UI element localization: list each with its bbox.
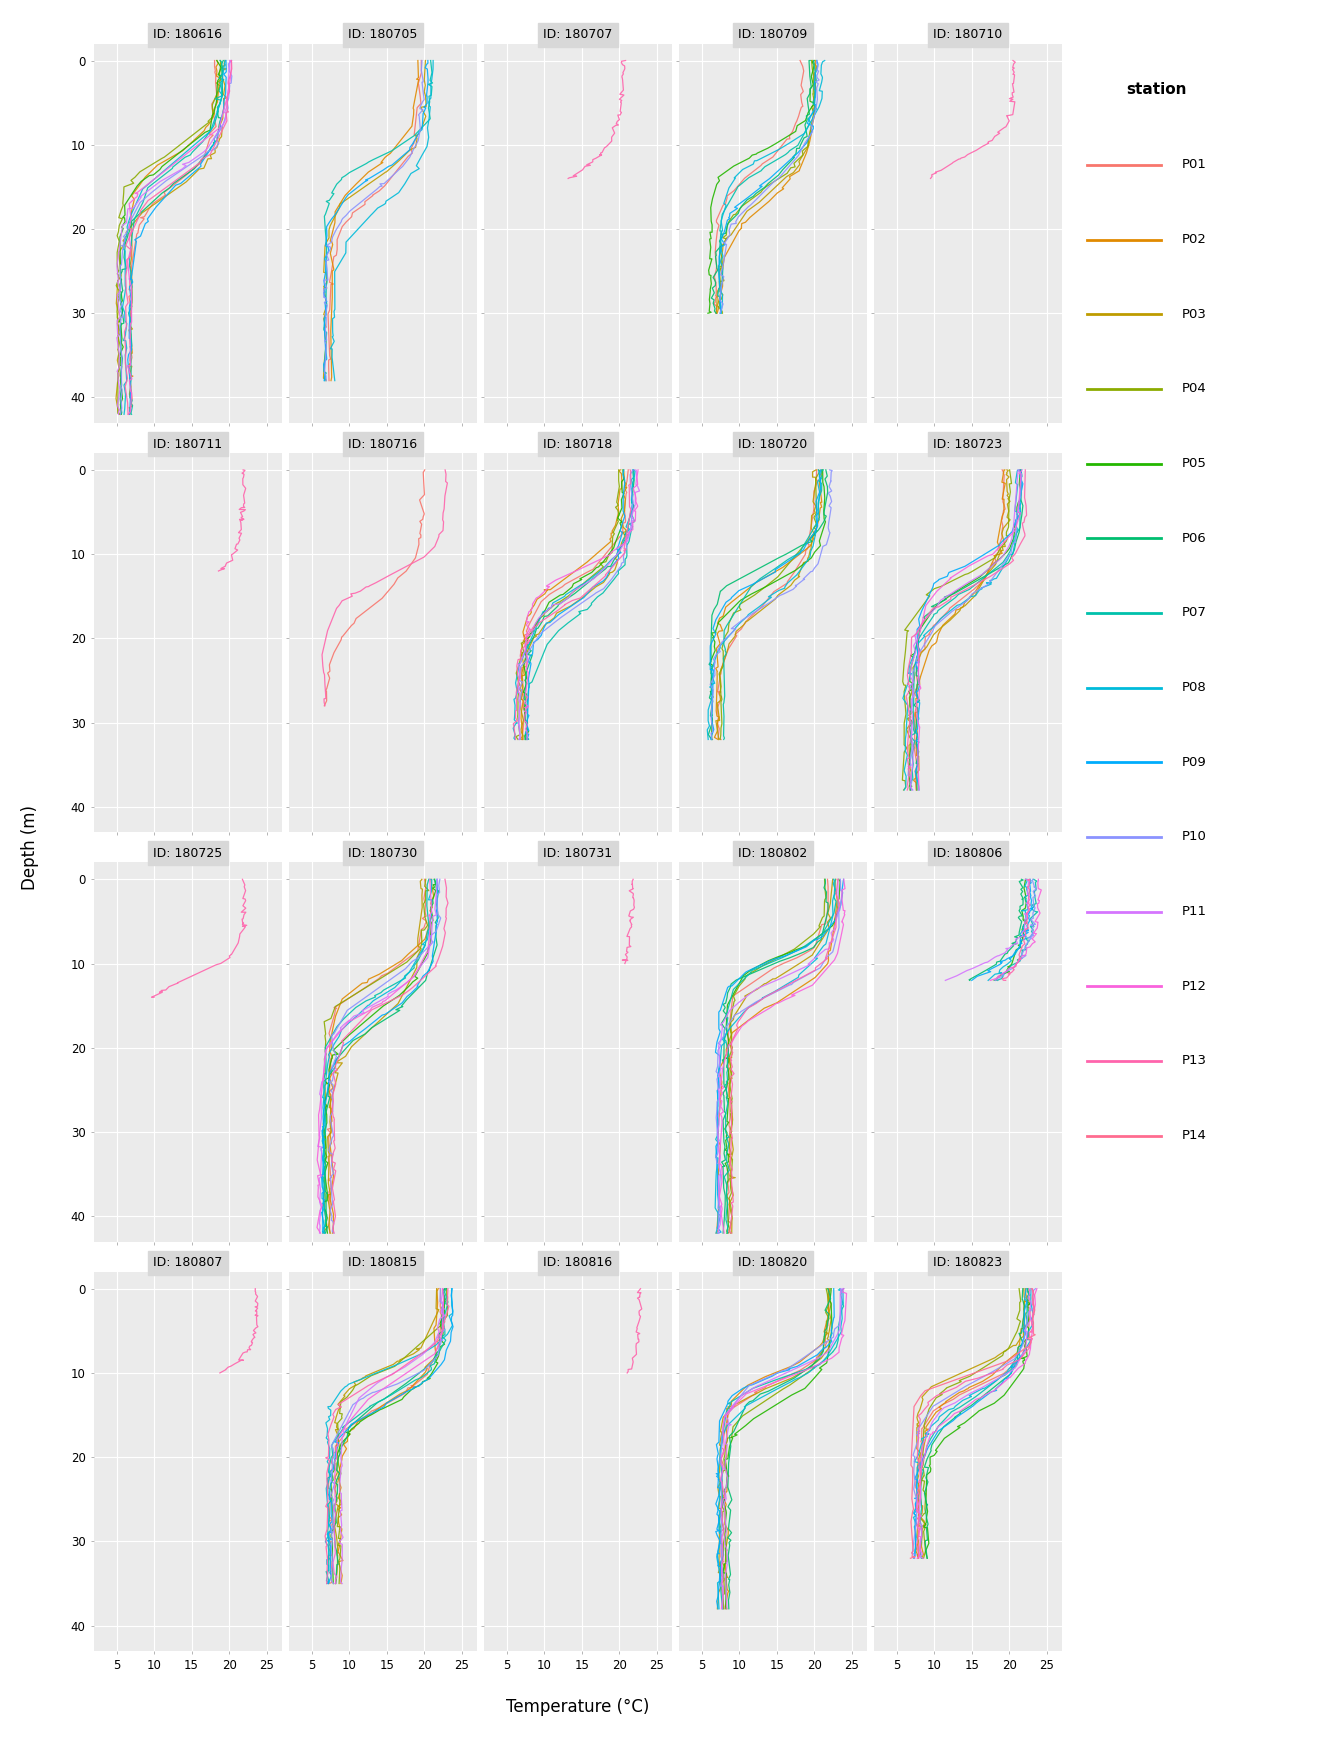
Text: P10: P10: [1181, 830, 1207, 844]
Text: Depth (m): Depth (m): [20, 805, 39, 889]
Text: P12: P12: [1181, 980, 1207, 992]
Title: ID: 180816: ID: 180816: [543, 1256, 613, 1270]
Text: P05: P05: [1181, 458, 1207, 470]
Title: ID: 180823: ID: 180823: [934, 1256, 1003, 1270]
Title: ID: 180711: ID: 180711: [153, 437, 222, 451]
Text: P04: P04: [1181, 383, 1206, 395]
Text: P07: P07: [1181, 606, 1207, 620]
Text: P06: P06: [1181, 531, 1206, 545]
Title: ID: 180716: ID: 180716: [348, 437, 418, 451]
Title: ID: 180709: ID: 180709: [738, 28, 808, 42]
Title: ID: 180815: ID: 180815: [348, 1256, 418, 1270]
Title: ID: 180731: ID: 180731: [543, 847, 613, 860]
Title: ID: 180807: ID: 180807: [153, 1256, 223, 1270]
Text: P11: P11: [1181, 905, 1207, 919]
Title: ID: 180730: ID: 180730: [348, 847, 418, 860]
Text: P09: P09: [1181, 756, 1206, 769]
Title: ID: 180725: ID: 180725: [153, 847, 223, 860]
Text: P03: P03: [1181, 307, 1207, 321]
Title: ID: 180723: ID: 180723: [934, 437, 1003, 451]
Title: ID: 180806: ID: 180806: [933, 847, 1003, 860]
Text: P14: P14: [1181, 1129, 1207, 1143]
Title: ID: 180718: ID: 180718: [543, 437, 613, 451]
Text: P01: P01: [1181, 159, 1207, 171]
Title: ID: 180707: ID: 180707: [543, 28, 613, 42]
Title: ID: 180710: ID: 180710: [933, 28, 1003, 42]
Title: ID: 180616: ID: 180616: [153, 28, 222, 42]
Title: ID: 180820: ID: 180820: [738, 1256, 808, 1270]
Title: ID: 180720: ID: 180720: [738, 437, 808, 451]
Text: station: station: [1126, 82, 1187, 96]
Text: Temperature (°C): Temperature (°C): [507, 1698, 649, 1716]
Text: P13: P13: [1181, 1055, 1207, 1067]
Text: P08: P08: [1181, 681, 1206, 694]
Title: ID: 180705: ID: 180705: [348, 28, 418, 42]
Text: P02: P02: [1181, 232, 1207, 246]
Title: ID: 180802: ID: 180802: [738, 847, 808, 860]
